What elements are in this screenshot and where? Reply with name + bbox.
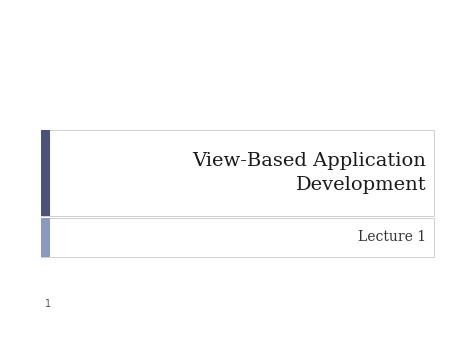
Bar (40, 130, 434, 216)
Bar (40, 218, 434, 257)
Bar (40, 130, 50, 216)
Text: 1: 1 (45, 299, 51, 309)
Bar (40, 218, 50, 257)
Text: Lecture 1: Lecture 1 (358, 231, 426, 244)
Text: View-Based Application
Development: View-Based Application Development (192, 152, 426, 194)
